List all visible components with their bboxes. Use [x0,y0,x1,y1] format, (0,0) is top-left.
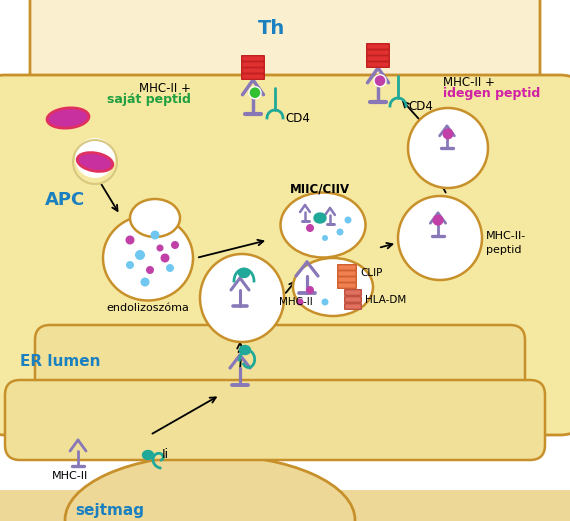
Ellipse shape [238,268,250,278]
Circle shape [336,229,344,235]
FancyBboxPatch shape [35,325,525,415]
Ellipse shape [65,455,355,521]
Text: HLA-DM: HLA-DM [365,295,406,305]
Ellipse shape [200,254,284,342]
FancyBboxPatch shape [5,380,545,460]
Ellipse shape [239,345,250,354]
FancyBboxPatch shape [367,44,389,49]
Circle shape [306,286,314,294]
FancyBboxPatch shape [337,277,356,282]
Text: APC: APC [45,191,86,209]
Text: Ii: Ii [162,449,169,462]
FancyBboxPatch shape [337,283,356,288]
Circle shape [322,235,328,241]
Circle shape [442,128,454,139]
Text: MIIC/CIIV: MIIC/CIIV [290,183,350,196]
Ellipse shape [314,213,326,223]
Text: MHC-II: MHC-II [279,297,313,307]
FancyBboxPatch shape [337,265,356,270]
Circle shape [146,266,154,274]
Text: Th: Th [258,19,286,38]
Text: CD4: CD4 [285,111,310,125]
FancyBboxPatch shape [242,73,264,79]
Text: saját peptid: saját peptid [107,93,191,105]
Circle shape [161,254,169,263]
FancyBboxPatch shape [0,490,570,521]
Circle shape [171,241,179,249]
Text: CD4: CD4 [408,100,433,113]
FancyBboxPatch shape [345,296,361,302]
Ellipse shape [408,108,488,188]
Ellipse shape [293,258,373,316]
Circle shape [157,244,164,252]
FancyBboxPatch shape [337,271,356,276]
Text: idegen peptid: idegen peptid [443,88,540,101]
FancyBboxPatch shape [242,68,264,73]
Ellipse shape [398,196,482,280]
Ellipse shape [77,153,113,171]
Text: CLIP: CLIP [360,268,382,278]
Text: endolizoszóma: endolizoszóma [107,303,189,313]
FancyBboxPatch shape [242,61,264,67]
Ellipse shape [103,216,193,301]
Circle shape [125,235,135,244]
Circle shape [166,264,174,272]
Circle shape [140,278,149,287]
Circle shape [321,299,328,305]
Circle shape [126,261,134,269]
Ellipse shape [47,108,89,128]
Text: MHC-II-
peptid: MHC-II- peptid [486,231,526,255]
Text: MHC-II +: MHC-II + [139,81,191,94]
Text: sejtmag: sejtmag [75,502,145,517]
Ellipse shape [280,192,365,257]
FancyBboxPatch shape [367,49,389,55]
Text: MHC-II +: MHC-II + [443,77,495,90]
Circle shape [75,138,115,178]
Circle shape [344,217,352,224]
Circle shape [150,230,160,240]
FancyBboxPatch shape [242,56,264,61]
FancyBboxPatch shape [367,56,389,61]
FancyBboxPatch shape [345,304,361,309]
Circle shape [135,250,145,260]
Ellipse shape [130,199,180,237]
Text: MHC-II: MHC-II [52,471,88,481]
FancyBboxPatch shape [0,75,570,435]
Text: ER lumen: ER lumen [20,354,100,369]
Circle shape [306,224,314,232]
Ellipse shape [142,451,153,460]
Circle shape [249,86,261,98]
FancyBboxPatch shape [367,61,389,67]
Circle shape [433,215,443,226]
Circle shape [374,75,386,86]
Circle shape [296,299,303,305]
FancyBboxPatch shape [30,0,540,130]
FancyBboxPatch shape [345,290,361,295]
